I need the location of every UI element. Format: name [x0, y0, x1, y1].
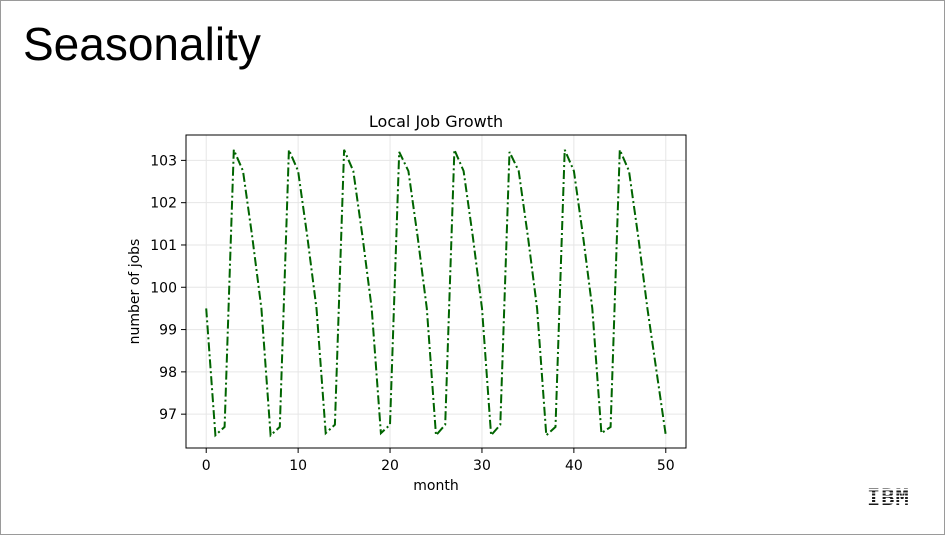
x-tick-label: 10 [289, 458, 307, 474]
axis-ticks: 0 10 20 30 40 50 97 98 99 100 101 102 103 [150, 153, 674, 474]
x-tick-label: 0 [202, 458, 211, 474]
x-axis-label: month [413, 478, 458, 494]
y-tick-label: 102 [150, 196, 177, 212]
y-tick-label: 100 [150, 280, 177, 296]
y-tick-label: 103 [150, 153, 177, 169]
x-tick-label: 20 [381, 458, 399, 474]
y-tick-label: 98 [159, 365, 177, 381]
y-axis-label: number of jobs [127, 239, 143, 345]
x-tick-label: 50 [657, 458, 675, 474]
grid-lines [186, 135, 686, 448]
y-tick-label: 101 [150, 238, 177, 254]
y-tick-label: 97 [159, 407, 177, 423]
plot-frame [185, 134, 687, 449]
y-tick-label: 99 [159, 323, 177, 339]
x-tick-label: 30 [473, 458, 491, 474]
series-layer [205, 149, 667, 438]
ibm-logo: IBM [867, 486, 910, 511]
slide-title: Seasonality [23, 18, 261, 70]
series-line [205, 149, 667, 438]
chart-title: Local Job Growth [369, 112, 503, 131]
x-tick-label: 40 [565, 458, 583, 474]
